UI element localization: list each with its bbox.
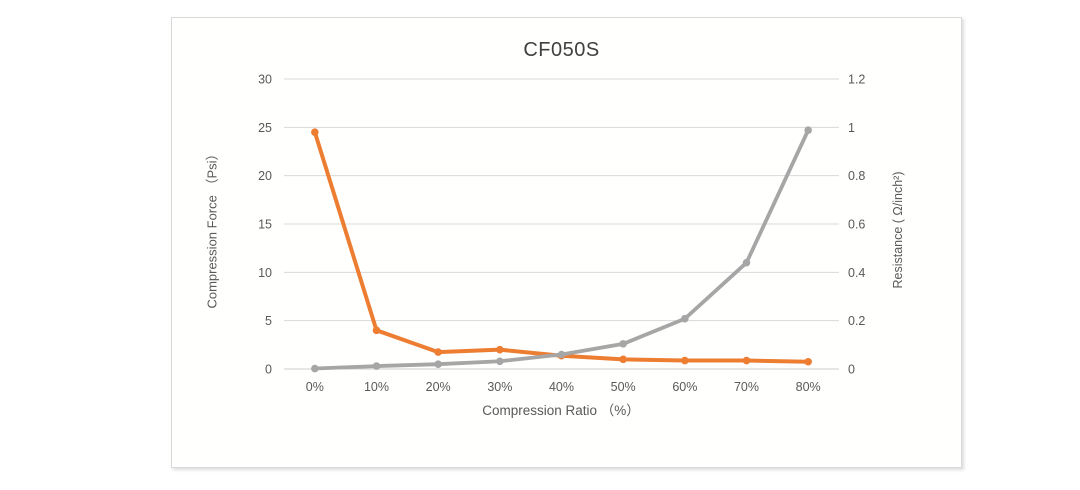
x-tick-label: 60% bbox=[672, 380, 697, 394]
compression-force-marker bbox=[619, 340, 627, 348]
x-tick-label: 70% bbox=[734, 380, 759, 394]
y-right-tick-label: 0.6 bbox=[848, 218, 865, 232]
chart-title: CF050S bbox=[523, 39, 600, 61]
y-left-tick-label: 0 bbox=[265, 363, 272, 377]
y-left-axis-title: Compression Force （Psi） bbox=[204, 147, 220, 309]
y-left-tick-label: 15 bbox=[258, 218, 272, 232]
compression-force-marker bbox=[311, 364, 319, 373]
x-tick-label: 20% bbox=[426, 380, 451, 394]
resistance-marker bbox=[804, 357, 812, 366]
compression-force-marker bbox=[557, 350, 566, 359]
compression-force-marker bbox=[434, 360, 442, 368]
plot-area: 0 5 10 15 20 25 30 0 0.2 0.4 0.6 0.8 1 1.2 0% 10% 20% 30%… bbox=[258, 73, 865, 395]
resistance-marker bbox=[742, 356, 751, 365]
y-right-axis-title: Resistance ( Ω/inch²) bbox=[891, 171, 905, 289]
compression-force-marker bbox=[742, 258, 751, 267]
compression-force-marker bbox=[804, 126, 812, 135]
y-right-tick-label: 0.8 bbox=[848, 169, 865, 183]
resistance-marker bbox=[372, 326, 381, 335]
compression-force-marker bbox=[372, 362, 381, 370]
y-left-tick-label: 5 bbox=[265, 314, 272, 328]
x-tick-label: 10% bbox=[364, 380, 389, 394]
y-right-tick-label: 0 bbox=[848, 363, 855, 377]
x-tick-label: 80% bbox=[796, 380, 821, 394]
x-tick-label: 40% bbox=[549, 380, 574, 394]
x-tick-label: 50% bbox=[611, 380, 636, 394]
chart: CF050S Compression Force （Psi） Resistanc… bbox=[171, 17, 962, 468]
x-tick-label: 0% bbox=[306, 380, 324, 394]
y-right-tick-label: 0.4 bbox=[848, 266, 865, 280]
y-left-tick-label: 25 bbox=[258, 121, 272, 135]
x-axis-title: Compression Ratio （%） bbox=[482, 403, 640, 418]
x-tick-label: 30% bbox=[487, 380, 512, 394]
resistance-marker bbox=[496, 345, 504, 354]
resistance-marker bbox=[434, 348, 442, 356]
y-right-tick-label: 1 bbox=[848, 121, 855, 135]
compression-force-marker bbox=[496, 357, 504, 366]
y-left-tick-label: 10 bbox=[258, 266, 272, 280]
resistance-series-line bbox=[312, 130, 811, 364]
y-left-tick-label: 30 bbox=[258, 73, 272, 87]
y-right-tick-label: 0.2 bbox=[848, 314, 865, 328]
compression-force-marker bbox=[681, 314, 689, 323]
y-left-tick-label: 20 bbox=[258, 169, 272, 183]
y-right-tick-label: 1.2 bbox=[848, 73, 865, 87]
resistance-marker bbox=[619, 355, 627, 364]
resistance-marker bbox=[311, 128, 319, 136]
resistance-marker bbox=[681, 356, 689, 365]
